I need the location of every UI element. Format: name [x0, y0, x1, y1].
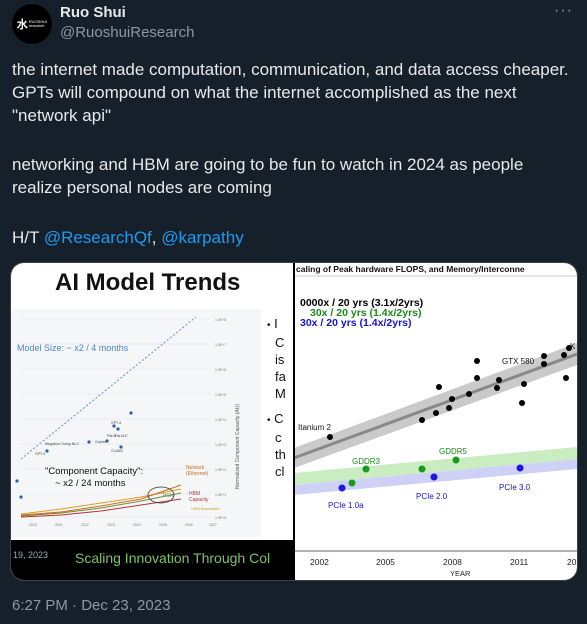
- model-label-palm: PaLM: [107, 434, 116, 438]
- bullet-fragment: M: [275, 386, 286, 401]
- left-slide-footer: 19, 2023 Scaling Innovation Through Col: [11, 540, 294, 580]
- left-slide-title: AI Model Trends: [55, 269, 241, 296]
- model-label-claw2: CLAW2: [111, 449, 123, 453]
- mention-researchqf[interactable]: @ResearchQf: [43, 228, 152, 247]
- model-size-label: Model Size: ~ x2 / 4 months: [17, 343, 129, 353]
- left-y-tick: 1.0E+5: [215, 393, 226, 397]
- bullet-fragment: c: [275, 430, 282, 445]
- model-label-gpt3: GPT-3: [35, 452, 45, 456]
- right-x-tick: 2005: [376, 557, 395, 567]
- left-y-tick: 1.0E+0: [215, 516, 226, 520]
- right-x-tick: 2011: [510, 557, 529, 567]
- model-label-gpt4: GPT-4: [111, 421, 121, 425]
- left-slide-image[interactable]: AI Model Trends: [11, 263, 294, 580]
- legend-bandwidth: HBM Bandwidth: [191, 506, 220, 511]
- left-x-tick: 2025: [159, 523, 167, 527]
- right-x-tick: 20: [567, 557, 577, 567]
- footer-slogan: Scaling Innovation Through Col: [75, 550, 271, 566]
- model-label-palme: PaLM-E: [115, 434, 128, 438]
- legend-flops: 0000x / 20 yrs (3.1x/2yrs): [300, 297, 423, 309]
- mention-karpathy[interactable]: @karpathy: [161, 228, 244, 247]
- ht-prefix: H/T: [12, 228, 44, 247]
- bullet-fragment: cl: [275, 464, 285, 479]
- legend-network: Network: [186, 465, 205, 471]
- label-pcie2: PCIe 2.0: [416, 492, 448, 501]
- right-x-tick: 2002: [310, 557, 329, 567]
- bullet-fragment: fa: [275, 369, 286, 384]
- legend-capacity: Capacity: [189, 497, 209, 503]
- left-y-axis-label: Normalized Component Capacity (AU): [235, 404, 241, 489]
- left-slide-chart: Model Size: ~ x2 / 4 months Megatron-Tur…: [11, 309, 261, 537]
- left-y-tick: 1.0E+8: [215, 318, 226, 322]
- avatar-logo: 水: [16, 17, 28, 31]
- author-handle[interactable]: @RuoshuiResearch: [60, 24, 195, 41]
- left-x-tick: 2021: [55, 523, 63, 527]
- avatar-logo-text: RUOSHUI research: [28, 18, 48, 28]
- left-y-tick: 1.0E+2: [215, 468, 226, 472]
- tweet-media[interactable]: AI Model Trends: [10, 262, 578, 581]
- label-itanium: Itanium 2: [298, 423, 331, 432]
- tweet-paragraph-3: H/T @ResearchQf, @karpathy: [12, 226, 572, 249]
- tweet-paragraph-2: networking and HBM are going to be fun t…: [12, 155, 524, 197]
- left-y-tick: 1.0E+6: [215, 368, 226, 372]
- bullet-fragment: I: [274, 316, 278, 331]
- label-gtx580: GTX 580: [502, 357, 535, 366]
- left-x-tick: 2020: [29, 523, 37, 527]
- footer-date: 19, 2023: [13, 550, 49, 560]
- right-x-tick: 2008: [443, 557, 462, 567]
- author-avatar[interactable]: 水 RUOSHUI research: [12, 4, 52, 44]
- component-capacity-label: "Component Capacity":: [45, 466, 143, 477]
- left-x-tick: 2023: [107, 523, 115, 527]
- model-label-megatron: Megatron-Turing NLG: [45, 442, 79, 446]
- more-options-icon[interactable]: ···: [554, 2, 573, 19]
- left-y-tick: 1.0E+1: [215, 493, 226, 497]
- tweet-paragraph-1: the internet made computation, communica…: [12, 60, 569, 125]
- left-x-tick: 2022: [81, 523, 89, 527]
- right-slide-image[interactable]: caling of Peak hardware FLOPS, and Memor…: [293, 263, 577, 580]
- left-x-tick: 2026: [185, 523, 193, 527]
- mention-separator: ,: [151, 228, 162, 247]
- label-k: K: [570, 342, 576, 351]
- legend-pcie: PCIe: [163, 493, 174, 499]
- label-gddr5: GDDR5: [439, 447, 468, 456]
- label-pcie1: PCIe 1.0a: [328, 501, 364, 510]
- bullet-fragment: th: [275, 447, 286, 462]
- legend-ethernet: (Ethernet): [186, 471, 209, 477]
- legend-dram: 30x / 20 yrs (1.4x/2yrs): [310, 307, 422, 319]
- label-pcie3: PCIe 3.0: [499, 483, 531, 492]
- legend-interconnect: 30x / 20 yrs (1.4x/2yrs): [300, 317, 412, 329]
- model-label-gopher: Gopher: [95, 440, 108, 444]
- left-y-tick: 1.0E+3: [215, 443, 226, 447]
- right-slide-title: caling of Peak hardware FLOPS, and Memor…: [296, 264, 525, 274]
- left-chart-svg: Model Size: ~ x2 / 4 months Megatron-Tur…: [15, 316, 241, 527]
- right-x-label: YEAR: [450, 569, 471, 578]
- tweet-timestamp[interactable]: 6:27 PM · Dec 23, 2023: [12, 597, 171, 614]
- author-name[interactable]: Ruo Shui: [60, 4, 126, 21]
- legend-hbm: HBM: [189, 491, 200, 497]
- left-x-tick: 2027: [209, 523, 217, 527]
- bullet-fragment: is: [275, 352, 285, 367]
- left-x-tick: 2024: [133, 523, 141, 527]
- component-capacity-rate: ~ x2 / 24 months: [55, 478, 126, 489]
- label-gddr3: GDDR3: [352, 457, 381, 466]
- left-y-tick: 1.0E+7: [215, 343, 226, 347]
- bullet-fragment: C: [275, 335, 285, 350]
- left-y-tick: 1.0E+4: [215, 418, 226, 422]
- media-divider: [293, 263, 295, 580]
- bullet-fragment: C: [274, 411, 284, 426]
- right-chart-svg: caling of Peak hardware FLOPS, and Memor…: [293, 264, 577, 578]
- left-slide-bullets: • I C is fa M • C c th cl: [267, 316, 286, 479]
